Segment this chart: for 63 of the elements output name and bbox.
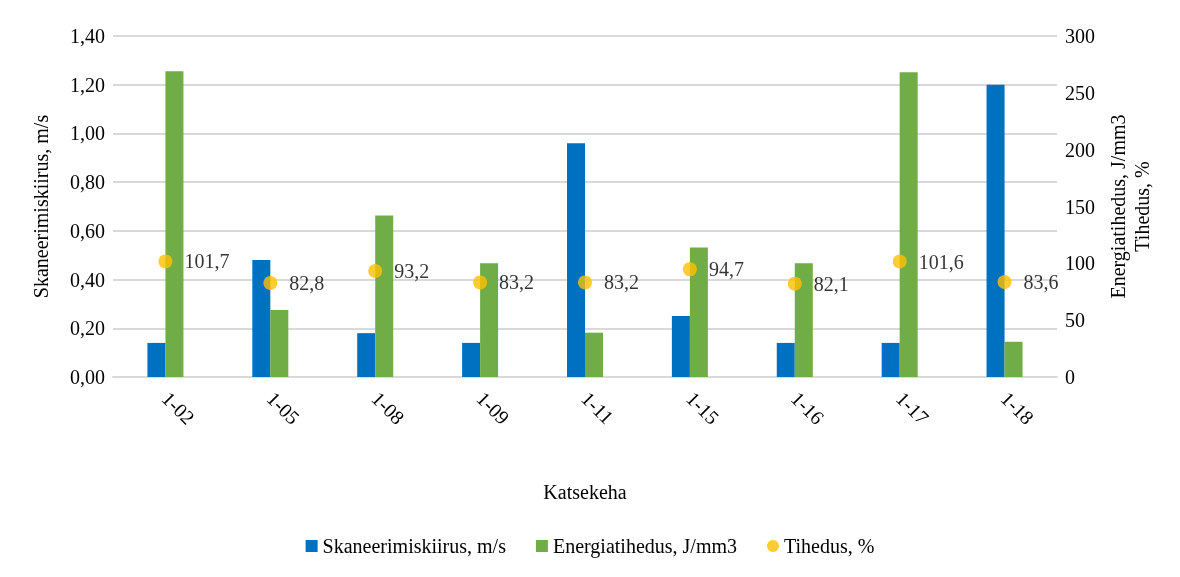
point	[787, 276, 802, 291]
bar	[881, 342, 900, 377]
bar	[794, 263, 813, 377]
bar	[147, 342, 166, 377]
y2-tick-label: 100	[1065, 252, 1095, 275]
x-tick-label: 1-17	[891, 387, 934, 429]
point	[892, 254, 907, 269]
x-axis-title: Katsekeha	[543, 481, 627, 503]
x-tick-label: 1-08	[367, 387, 409, 429]
bar	[1004, 341, 1023, 377]
data-label: 83,2	[499, 271, 535, 294]
data-label: 83,2	[604, 271, 639, 294]
y-tick-label: 0,20	[70, 317, 105, 340]
y2-tick-label: 250	[1065, 81, 1095, 104]
bar	[567, 143, 585, 377]
x-tick-label: 1-05	[262, 387, 305, 429]
y-tick-label: 1,00	[70, 122, 105, 145]
point	[682, 262, 697, 277]
y-tick-label: 0,40	[70, 268, 105, 291]
y2-tick-label: 50	[1065, 309, 1085, 332]
legend-label: Energiatihedus, J/mm3	[552, 535, 737, 558]
x-tick-label: 1-02	[157, 387, 200, 429]
legend-label: Skaneerimiskiirus, m/s	[322, 535, 507, 557]
bar	[480, 263, 499, 377]
y2-tick-label: 0	[1065, 366, 1075, 388]
y-tick-label: 0,60	[70, 219, 105, 242]
y-tick-label: 0,80	[70, 171, 105, 194]
y2-tick-label: 300	[1065, 25, 1095, 47]
bar	[585, 332, 603, 377]
y2-tick-label: 200	[1065, 138, 1095, 161]
data-label: 94,7	[708, 258, 744, 281]
x-tick-label: 1-09	[472, 387, 514, 429]
bar	[375, 215, 394, 377]
y2-axis-title: Energiatihedus, J/mm3 Tihedus, %	[1106, 114, 1153, 299]
y-tick-label: 1,20	[70, 73, 105, 96]
point	[368, 264, 383, 279]
bar	[899, 72, 918, 377]
y-tick-label: 0,00	[70, 366, 105, 388]
bar	[689, 247, 708, 377]
data-label: 93,2	[394, 260, 430, 283]
bar	[165, 71, 184, 377]
data-label: 82,8	[289, 271, 325, 294]
data-label: 83,6	[1023, 270, 1059, 293]
bar	[776, 342, 795, 377]
point	[997, 274, 1012, 289]
point	[473, 275, 488, 290]
data-label: 82,1	[813, 272, 849, 295]
bar	[357, 333, 376, 377]
x-tick-label: 1-18	[996, 387, 1039, 429]
legend-label: Tihedus, %	[783, 535, 875, 557]
data-label: 101,6	[918, 250, 964, 273]
data-label: 101,7	[184, 250, 230, 273]
bar	[462, 342, 481, 377]
point	[158, 254, 173, 269]
x-tick-label: 1-11	[577, 387, 619, 429]
bar	[986, 84, 1005, 377]
y2-tick-label: 150	[1065, 195, 1095, 218]
point	[263, 275, 278, 290]
x-tick-label: 1-15	[682, 387, 724, 429]
y-axis-title: Skaneerimiskiirus, m/s	[30, 114, 52, 299]
point	[578, 275, 592, 290]
y-tick-label: 1,40	[70, 25, 105, 47]
x-tick-label: 1-16	[787, 387, 829, 429]
